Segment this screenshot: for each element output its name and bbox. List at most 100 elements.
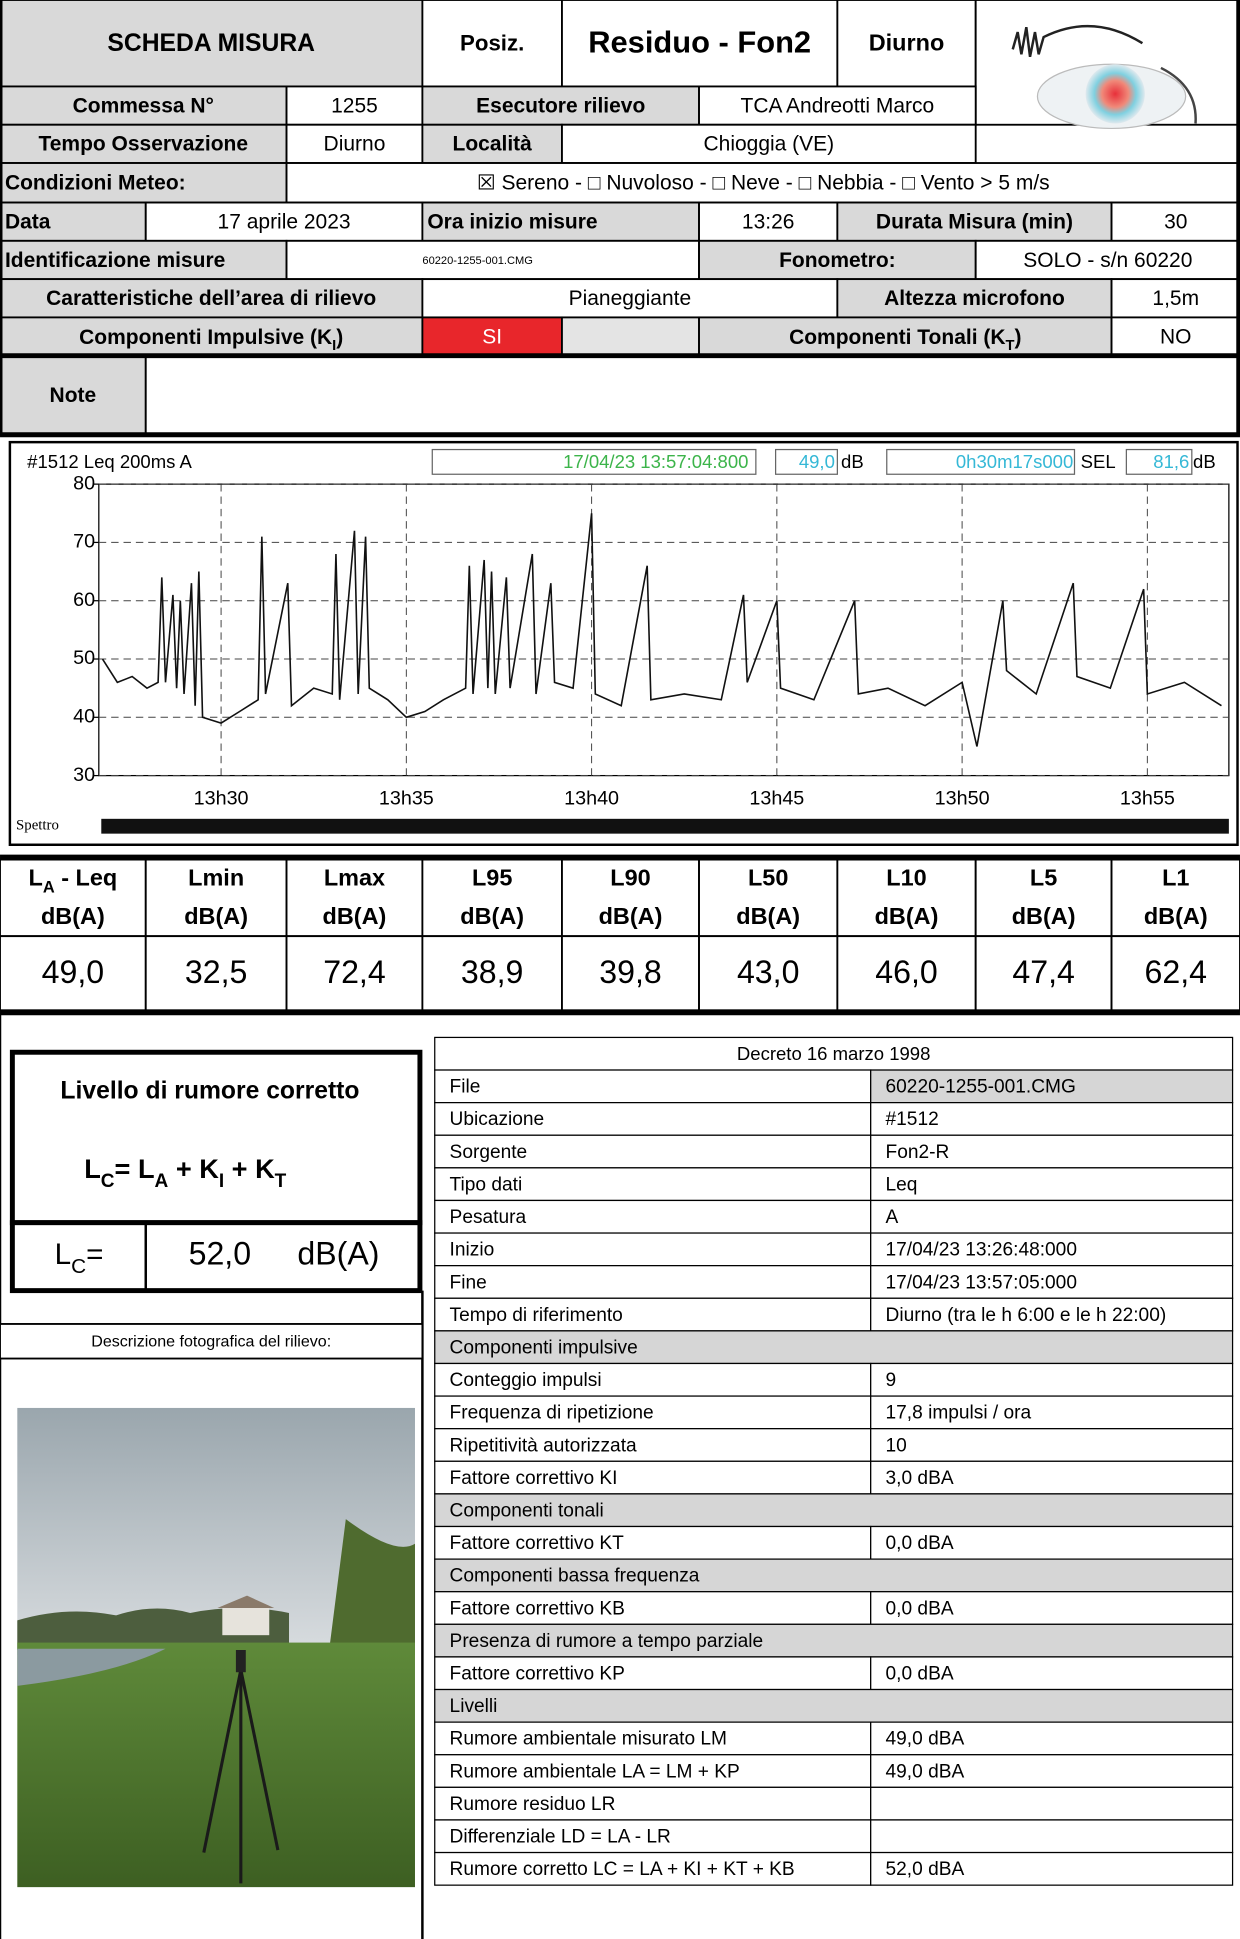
field-value: Residuo - Fon2 (588, 25, 811, 60)
report-value: 10 (886, 1435, 907, 1456)
y-tick-label: 50 (73, 647, 95, 669)
spectrum-bar (101, 819, 1229, 834)
stats-unit: dB(A) (41, 903, 105, 929)
field-label: Località (453, 133, 533, 156)
field-value: 30 (1164, 210, 1187, 233)
field-value: Posiz. (460, 30, 524, 55)
chart-header-text: 81,6 (1153, 451, 1189, 472)
field-label: Tempo Osservazione (39, 133, 249, 156)
text-part: Componenti Tonali (K (789, 325, 1005, 348)
logo-iris (1086, 64, 1145, 123)
text-part: L (29, 865, 43, 891)
stats-unit: dB(A) (875, 903, 939, 929)
report-value: Leq (886, 1174, 918, 1195)
report-label-cell (435, 1233, 871, 1266)
field-label: SCHEDA MISURA (107, 30, 315, 57)
report-label: Frequenza di ripetizione (450, 1403, 654, 1424)
report-label: Sorgente (450, 1142, 528, 1163)
stats-value: 39,8 (599, 954, 661, 990)
subscript: C (101, 1170, 115, 1191)
stats-unit: dB(A) (184, 903, 248, 929)
field-label: Note (50, 384, 97, 407)
report-value: Diurno (tra le h 6:00 e le h 22:00) (886, 1305, 1167, 1326)
x-tick-label: 13h40 (564, 787, 619, 809)
text-part: + K (224, 1153, 275, 1184)
report-value: #1512 (886, 1109, 939, 1130)
field-label: Fonometro: (779, 249, 896, 272)
y-tick-label: 40 (73, 706, 95, 728)
stats-header: L95 (472, 865, 512, 891)
report-label: Fattore correttivo KB (450, 1598, 625, 1619)
text-part: = L (115, 1153, 155, 1184)
field-label: Identificazione misure (5, 249, 225, 272)
field-label: Durata Misura (min) (876, 210, 1073, 233)
stats-unit: dB(A) (460, 903, 524, 929)
x-tick-label: 13h35 (379, 787, 434, 809)
x-tick-label: 13h50 (935, 787, 990, 809)
table-cell (146, 356, 1240, 435)
field-value: Pianeggiante (569, 287, 692, 310)
report-label: Tipo dati (450, 1174, 523, 1195)
report-section-label: Livelli (450, 1696, 498, 1717)
field-value: TCA Andreotti Marco (741, 94, 935, 117)
y-tick-label: 80 (73, 472, 95, 494)
field-value: Chioggia (VE) (704, 133, 835, 156)
chart-header-text: 17/04/23 13:57:04:800 (563, 451, 748, 472)
lc-value: 52,0 (189, 1236, 252, 1272)
report-label: Rumore residuo LR (450, 1794, 616, 1815)
stats-value: 46,0 (875, 954, 937, 990)
lc-unit: dB(A) (297, 1236, 379, 1272)
stats-value: 62,4 (1145, 954, 1207, 990)
x-tick-label: 13h45 (749, 787, 804, 809)
subscript: A (43, 879, 55, 897)
stats-header: L50 (748, 865, 788, 891)
stats-header: Lmin (188, 865, 244, 891)
report-value-cell (871, 1820, 1233, 1853)
text-part: ) (1014, 325, 1021, 348)
report-label: Conteggio impulsi (450, 1370, 602, 1391)
y-tick-label: 30 (73, 764, 95, 786)
report-section-label: Componenti impulsive (450, 1337, 638, 1358)
field-value: NO (1160, 325, 1191, 348)
chart-header-text: SEL (1081, 451, 1116, 472)
report-value-cell (871, 1168, 1233, 1201)
text-part: L (55, 1238, 71, 1271)
text-part: ) (336, 325, 343, 348)
stats-unit: dB(A) (599, 903, 663, 929)
report-section-label: Componenti bassa frequenza (450, 1566, 700, 1587)
text-part: + K (168, 1153, 219, 1184)
stats-header: L1 (1162, 865, 1189, 891)
report-label: Fattore correttivo KP (450, 1664, 625, 1685)
y-tick-label: 60 (73, 589, 95, 611)
chart-header-text: 49,0 (799, 451, 835, 472)
text-part: L (84, 1153, 101, 1184)
photo-meter (236, 1650, 246, 1672)
subscript: C (71, 1255, 86, 1278)
stats-header: L90 (610, 865, 650, 891)
field-label: Esecutore rilievo (476, 94, 645, 117)
report-section-label: Componenti tonali (450, 1500, 604, 1521)
stats-value: 43,0 (737, 954, 799, 990)
field-label: Commessa N° (73, 94, 214, 117)
report-label: File (450, 1077, 481, 1098)
report-value: A (886, 1207, 899, 1228)
report-label: Ubicazione (450, 1109, 545, 1130)
stats-unit: dB(A) (736, 903, 800, 929)
chart-header-text: dB (841, 451, 864, 472)
stats-value: 32,5 (185, 954, 248, 990)
x-tick-label: 13h30 (194, 787, 249, 809)
report-label: Rumore corretto LC = LA + KI + KT + KB (450, 1859, 795, 1880)
stats-header: L10 (886, 865, 926, 891)
field-value: ☒ Sereno - □ Nuvoloso - □ Neve - □ Nebbi… (477, 172, 1050, 195)
stats-value: 49,0 (42, 954, 105, 990)
table-cell (562, 317, 699, 355)
subscript: A (155, 1170, 169, 1191)
field-value: 1255 (331, 94, 378, 117)
report-value: Fon2-R (886, 1142, 950, 1163)
photo-caption: Descrizione fotografica del rilievo: (91, 1333, 331, 1351)
report-section (435, 1690, 1233, 1723)
site-photo (17, 1408, 415, 1887)
report-label: Pesatura (450, 1207, 527, 1228)
report-title: Decreto 16 marzo 1998 (737, 1043, 930, 1064)
field-value: SI (482, 325, 502, 348)
